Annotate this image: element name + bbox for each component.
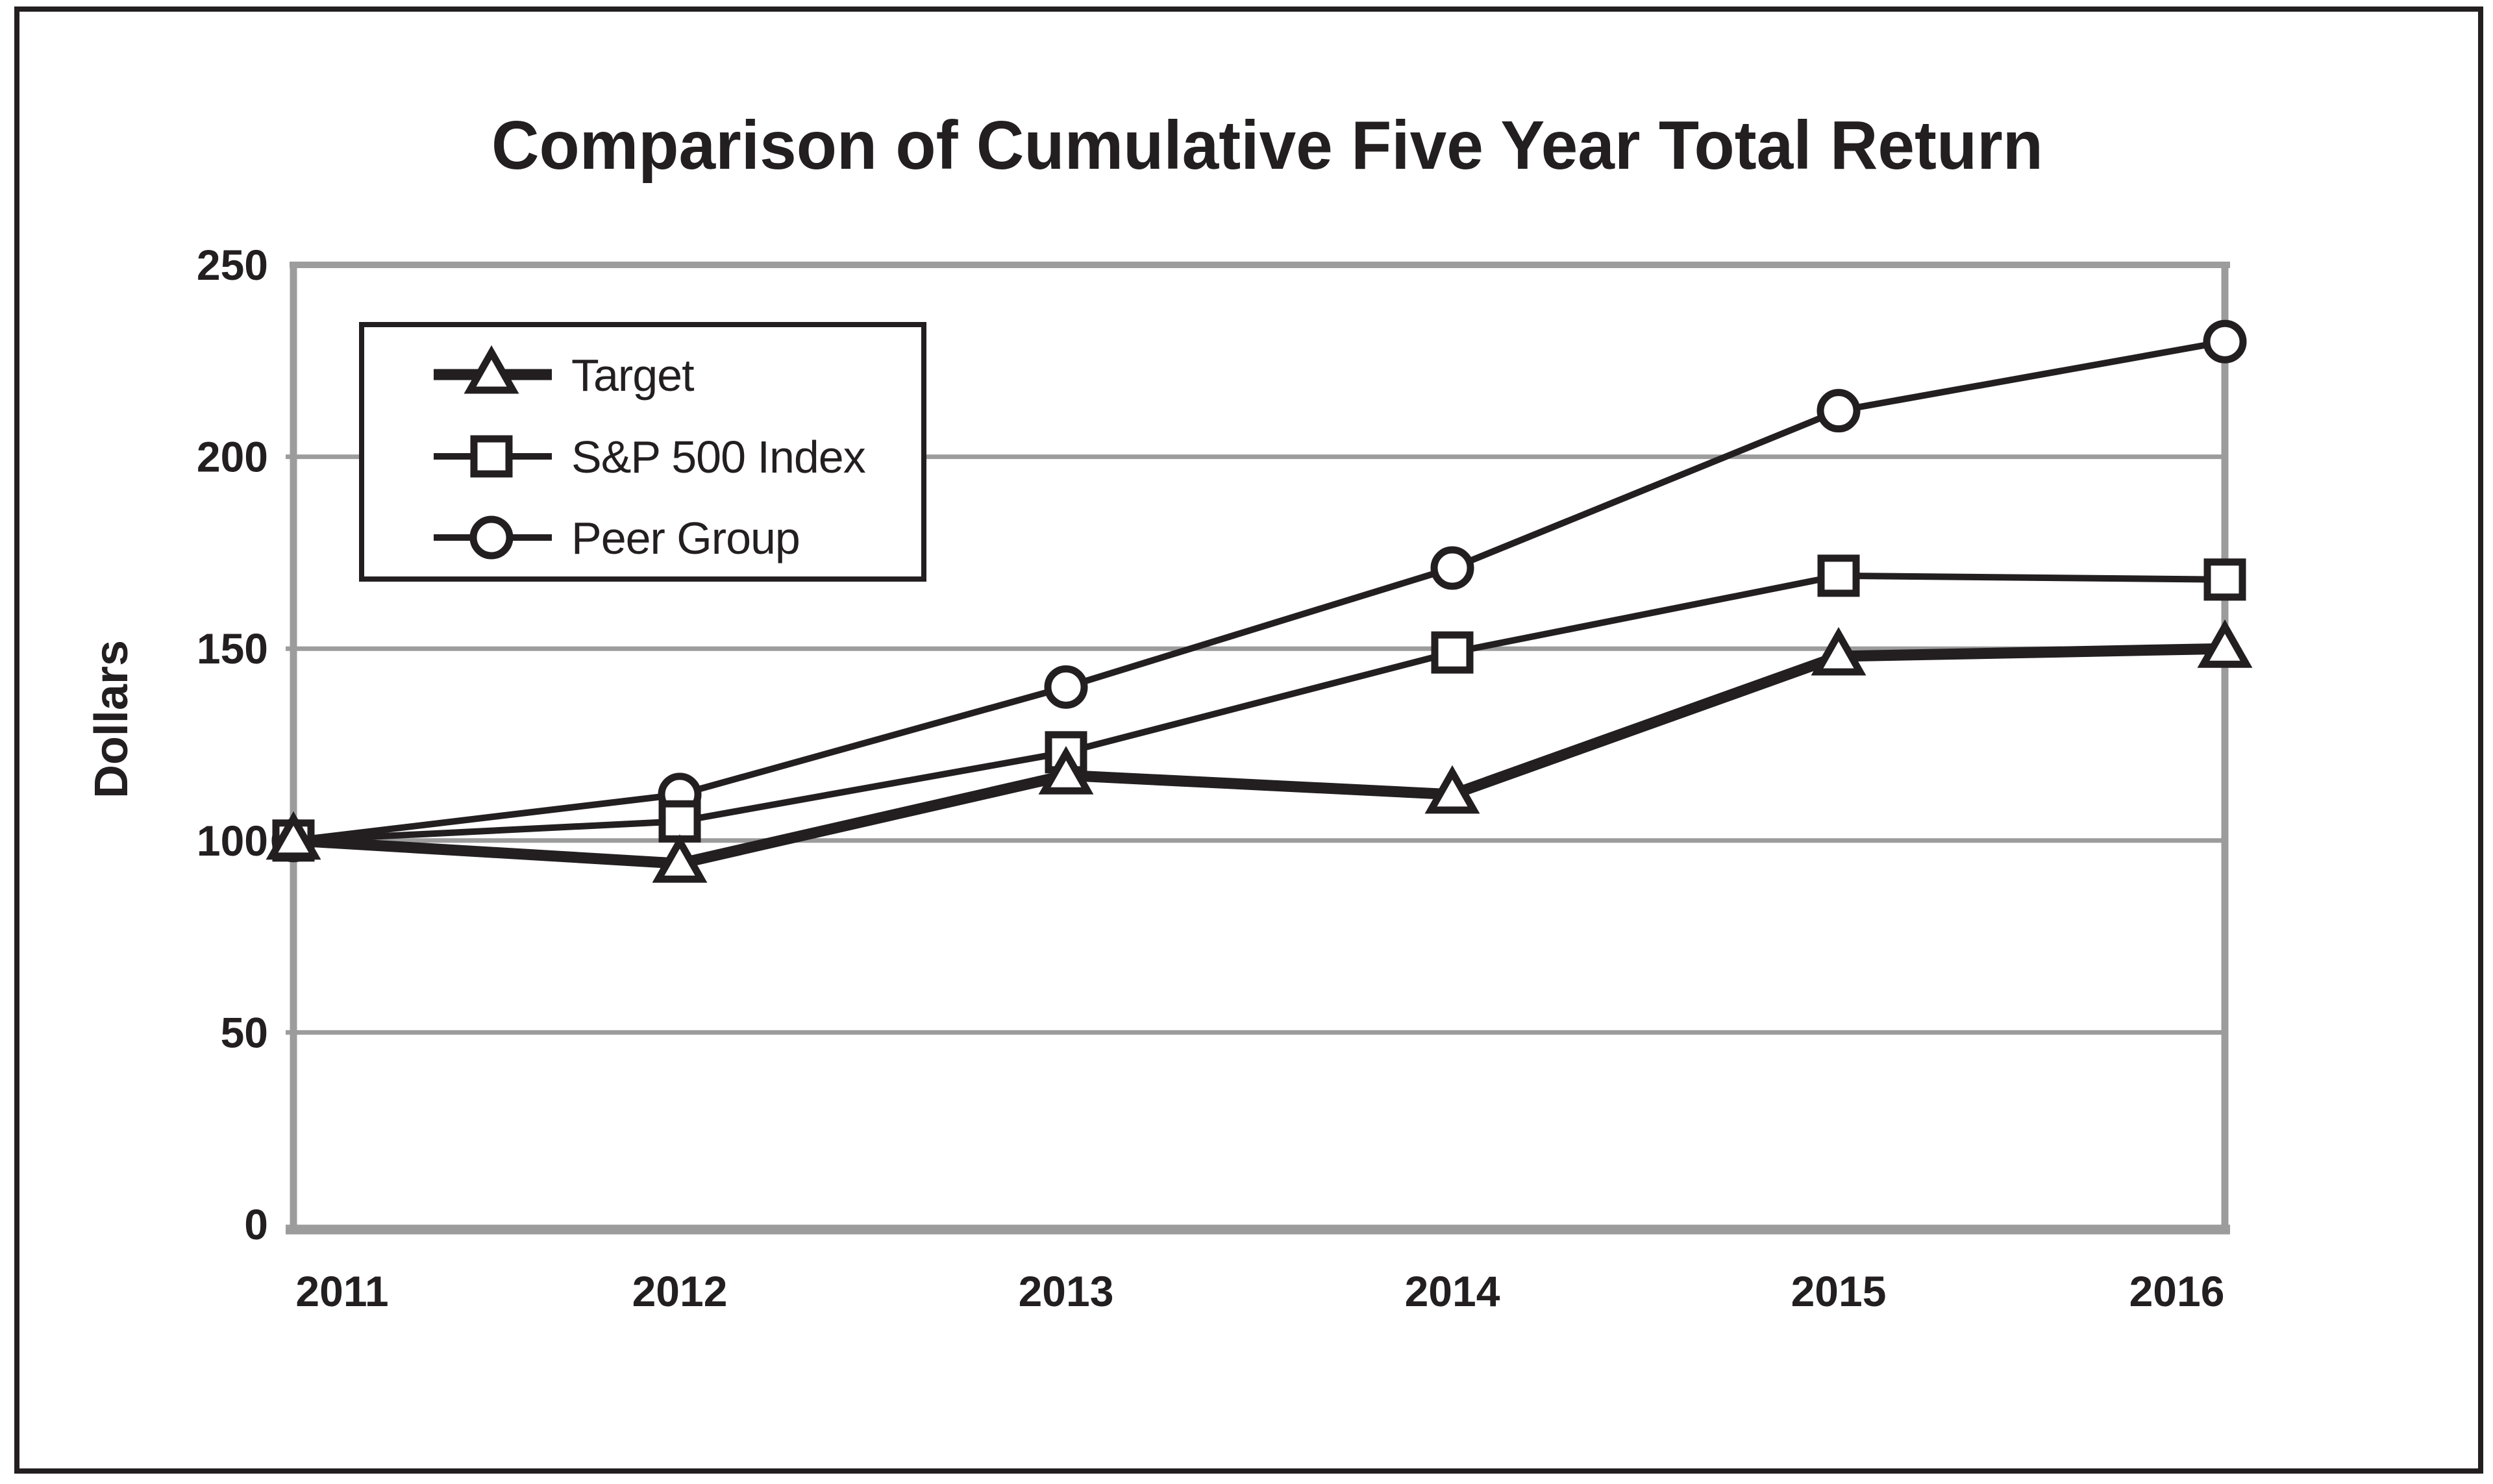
legend-item-s-p-500-index: S&P 500 Index — [434, 432, 867, 482]
plot-frame-layer — [286, 262, 2230, 1235]
legend-item-peer-group: Peer Group — [434, 513, 800, 563]
chart-title: Comparison of Cumulative Five Year Total… — [491, 107, 2043, 184]
series-line-peer-group — [293, 338, 2226, 844]
legend: Target S&P 500 Index Peer Group — [359, 322, 926, 582]
y-tick-label-250: 250 — [197, 241, 268, 289]
series-target — [266, 619, 2253, 883]
x-tick-label-2013: 2013 — [1019, 1267, 1114, 1315]
y-axis-title: Dollars — [86, 640, 138, 798]
marker-target-2013 — [1038, 746, 1094, 795]
x-tick-label-2011: 2011 — [295, 1267, 388, 1315]
legend-label: Target — [571, 350, 694, 401]
x-tick-label-2016: 2016 — [2129, 1267, 2225, 1315]
figure-border — [14, 6, 2483, 1474]
y-tick-label-50: 50 — [221, 1008, 268, 1056]
legend-item-target: Target — [434, 345, 695, 401]
marker-target-2014 — [1424, 765, 1480, 814]
x-tick-label-2014: 2014 — [1405, 1267, 1500, 1315]
marker-s-p-500-index-2014 — [1431, 631, 1474, 674]
y-tick-label-0: 0 — [244, 1200, 268, 1248]
marker-peer-group-2015 — [1817, 389, 1861, 433]
series-line-s-p-500-index — [293, 572, 2226, 844]
series-line-target — [293, 643, 2226, 869]
data-series-layer — [266, 319, 2253, 883]
marker-peer-group-2014 — [1430, 546, 1474, 590]
marker-s-p-500-index-2015 — [1817, 554, 1860, 597]
marker-target-2011 — [266, 811, 321, 860]
marker-peer-group-2016 — [2203, 319, 2247, 364]
marker-target-2016 — [2197, 619, 2253, 668]
square-icon — [470, 435, 513, 478]
legend-label: S&P 500 Index — [571, 432, 866, 482]
series-s-p-500-index — [272, 554, 2246, 862]
y-tick-label-150: 150 — [197, 625, 268, 673]
marker-peer-group-2013 — [1044, 665, 1088, 709]
y-tick-label-100: 100 — [197, 817, 268, 865]
axis-labels-layer: 0 50 100 150 200 250 2011 2012 2013 2014 2015 2016 — [197, 241, 2225, 1315]
y-tick-label-200: 200 — [197, 433, 268, 481]
marker-target-2015 — [1811, 626, 1867, 676]
circle-icon — [469, 515, 514, 560]
marker-s-p-500-index-2012 — [658, 800, 701, 843]
marker-target-2012 — [652, 834, 708, 883]
x-tick-label-2012: 2012 — [632, 1267, 728, 1315]
x-tick-label-2015: 2015 — [1791, 1267, 1887, 1315]
marker-s-p-500-index-2016 — [2203, 558, 2246, 601]
legend-label: Peer Group — [571, 513, 800, 563]
triangle-icon — [464, 345, 519, 394]
